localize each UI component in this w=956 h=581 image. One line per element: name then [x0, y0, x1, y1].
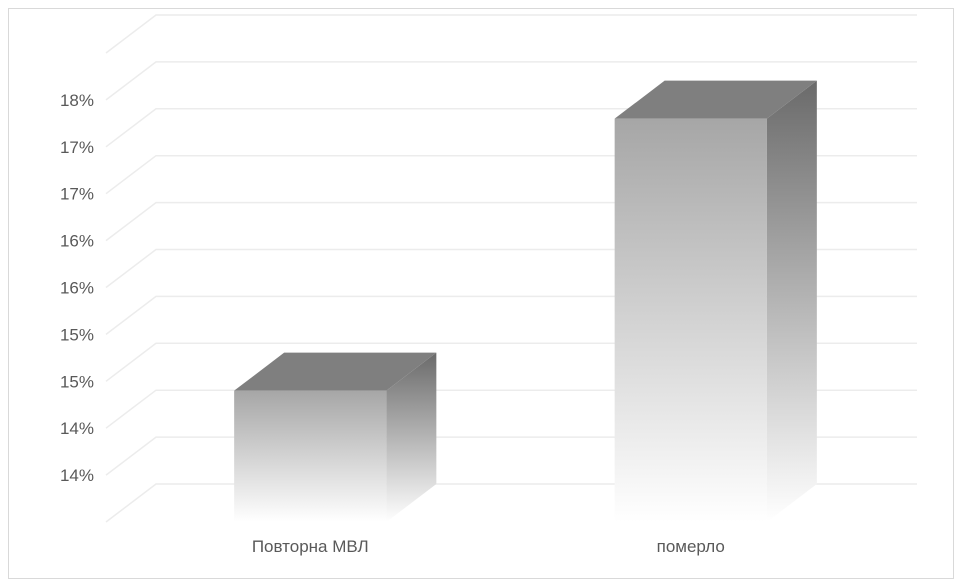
gridline	[105, 14, 917, 54]
y-tick-label: 16%	[60, 279, 94, 298]
gridline	[105, 61, 917, 101]
bar-2	[614, 80, 817, 522]
y-tick-label: 14%	[60, 419, 94, 438]
chart-frame: 14% 14% 15% 15% 16% 16% 17% 17% 18% Повторна МВЛ…	[8, 8, 954, 579]
bar-chart: 14% 14% 15% 15% 16% 16% 17% 17% 18% Повторна МВЛ…	[60, 14, 917, 556]
bar-1	[234, 352, 437, 522]
x-category-label: Повторна МВЛ	[252, 537, 369, 556]
bar-side-face	[386, 352, 437, 522]
y-tick-label: 15%	[60, 372, 94, 391]
bar-side-face	[766, 80, 817, 522]
y-tick-label: 17%	[60, 138, 94, 157]
bar-front-face	[234, 390, 387, 522]
x-axis: Повторна МВЛ померло	[252, 537, 725, 556]
bar-top-face	[234, 352, 437, 391]
y-axis: 14% 14% 15% 15% 16% 16% 17% 17% 18%	[60, 91, 94, 485]
y-tick-label: 18%	[60, 91, 94, 110]
y-tick-label: 17%	[60, 185, 94, 204]
bar-top-face	[614, 80, 817, 119]
gridlines	[105, 14, 917, 523]
x-category-label: померло	[657, 537, 725, 556]
bars	[234, 80, 817, 522]
bar-front-face	[614, 118, 767, 522]
y-tick-label: 16%	[60, 232, 94, 251]
y-tick-label: 14%	[60, 466, 94, 485]
y-tick-label: 15%	[60, 325, 94, 344]
